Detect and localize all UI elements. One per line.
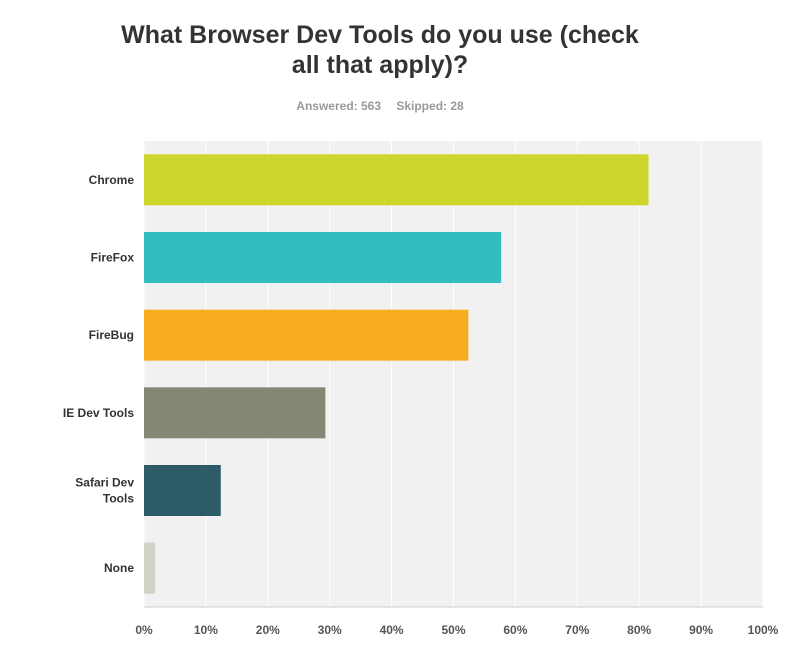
answered-count: Answered: 563	[296, 99, 381, 113]
x-tick-label: 50%	[441, 623, 465, 637]
y-category-label: Safari Dev Tools	[75, 476, 134, 506]
response-summary: Answered: 563 Skipped: 28	[0, 99, 760, 113]
chart-title-line-1: What Browser Dev Tools do you use (check	[121, 21, 639, 49]
x-tick-label: 90%	[689, 623, 713, 637]
x-tick-label: 60%	[503, 623, 527, 637]
y-category-label: None	[104, 561, 134, 575]
chart-title-line-2: all that apply)?	[291, 51, 469, 79]
x-tick-label: 10%	[194, 623, 218, 637]
x-tick-label: 20%	[256, 623, 280, 637]
x-tick-label: 80%	[627, 623, 651, 637]
x-tick-label: 100%	[748, 623, 779, 637]
bar	[144, 232, 502, 283]
bar	[144, 465, 221, 516]
x-tick-label: 0%	[135, 623, 153, 637]
x-tick-label: 40%	[380, 623, 404, 637]
y-category-label: Chrome	[89, 173, 135, 187]
y-category-label: FireFox	[91, 251, 135, 265]
chart-title: What Browser Dev Tools do you use (check…	[0, 20, 760, 80]
x-tick-label: 70%	[565, 623, 589, 637]
bar	[144, 387, 326, 439]
x-tick-label: 30%	[318, 623, 342, 637]
y-category-label: IE Dev Tools	[63, 406, 134, 420]
bar	[144, 154, 649, 206]
skipped-count: Skipped: 28	[396, 99, 464, 113]
y-category-label: FireBug	[89, 328, 134, 342]
bar	[144, 542, 156, 594]
bar	[144, 309, 469, 361]
